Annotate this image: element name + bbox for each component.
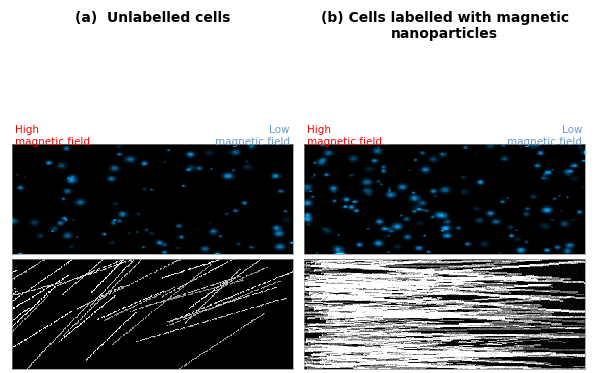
Text: High
magnetic field: High magnetic field — [15, 125, 90, 147]
Text: Low
magnetic field: Low magnetic field — [215, 125, 290, 147]
Text: Low
magnetic field: Low magnetic field — [507, 125, 582, 147]
Text: High
magnetic field: High magnetic field — [307, 125, 382, 147]
Text: (b) Cells labelled with magnetic
nanoparticles: (b) Cells labelled with magnetic nanopar… — [321, 11, 569, 41]
Text: (a)  Unlabelled cells: (a) Unlabelled cells — [75, 11, 230, 25]
